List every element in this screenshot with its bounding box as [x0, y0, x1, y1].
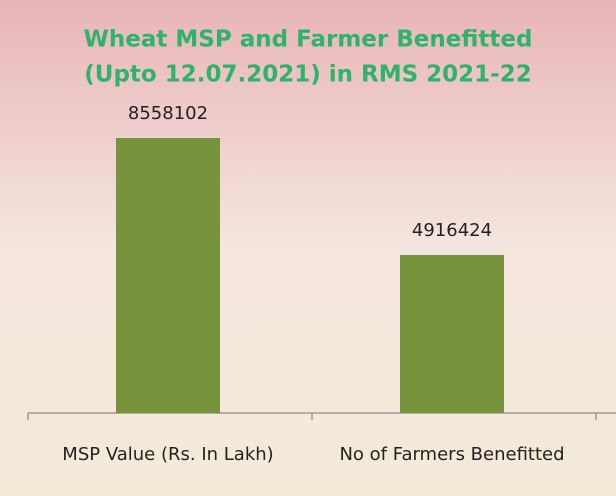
- chart-title: (Upto 12.07.2021) in RMS 2021-22: [84, 62, 531, 88]
- data-label: 8558102: [128, 103, 208, 124]
- bar: [116, 138, 220, 413]
- x-tick-label: No of Farmers Benefitted: [339, 444, 564, 465]
- bar: [400, 255, 504, 413]
- chart-title: Wheat MSP and Farmer Benefitted: [84, 27, 533, 53]
- data-label: 4916424: [412, 220, 492, 241]
- x-tick-label: MSP Value (Rs. In Lakh): [62, 444, 273, 465]
